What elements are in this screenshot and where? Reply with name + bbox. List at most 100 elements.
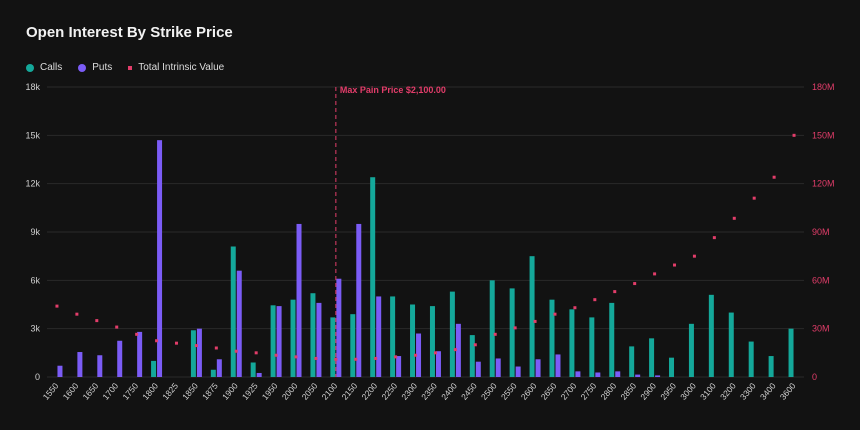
y-right-tick-label: 0 — [812, 372, 817, 382]
puts-bar — [655, 375, 661, 377]
calls-bar — [569, 309, 575, 377]
x-tick-label: 2000 — [280, 381, 300, 402]
puts-bar — [535, 359, 541, 377]
puts-bar — [435, 351, 441, 377]
intrinsic-point — [752, 196, 756, 200]
intrinsic-point — [55, 304, 59, 308]
y-left-tick-label: 9k — [30, 227, 40, 237]
puts-bar — [376, 296, 382, 377]
x-tick-label: 2700 — [559, 381, 579, 402]
x-tick-label: 2400 — [439, 381, 459, 402]
intrinsic-point — [573, 306, 577, 310]
intrinsic-point — [274, 353, 278, 357]
intrinsic-point — [214, 346, 218, 350]
x-tick-label: 2550 — [499, 381, 519, 402]
y-right-tick-label: 180M — [812, 82, 835, 92]
x-tick-label: 2600 — [519, 381, 539, 402]
puts-bar — [416, 333, 422, 377]
x-tick-label: 3400 — [758, 381, 778, 402]
puts-bar — [336, 278, 342, 377]
puts-bar — [296, 223, 302, 377]
puts-bar — [117, 340, 123, 377]
calls-bar — [190, 330, 196, 377]
legend-item-calls[interactable]: Calls — [26, 62, 62, 73]
y-right-tick-label: 150M — [812, 130, 835, 140]
intrinsic-point — [653, 272, 657, 276]
calls-bar — [350, 314, 356, 377]
calls-bar — [669, 357, 675, 377]
calls-bar — [788, 328, 794, 377]
legend: Calls Puts Total Intrinsic Value — [26, 62, 224, 73]
y-right-tick-label: 60M — [812, 275, 830, 285]
calls-bar — [728, 312, 734, 377]
intrinsic-point — [633, 282, 637, 286]
x-tick-label: 3000 — [678, 381, 698, 402]
intrinsic-point — [75, 312, 79, 316]
intrinsic-point — [414, 353, 418, 357]
y-left-tick-label: 15k — [25, 130, 40, 140]
calls-bar — [429, 306, 435, 377]
intrinsic-point — [95, 319, 99, 323]
intrinsic-point — [613, 290, 617, 294]
calls-bar — [589, 317, 595, 377]
puts-bar — [196, 328, 202, 377]
x-tick-label: 2950 — [658, 381, 678, 402]
legend-item-puts[interactable]: Puts — [78, 62, 112, 73]
x-tick-label: 3200 — [718, 381, 738, 402]
x-tick-label: 3600 — [778, 381, 798, 402]
x-tick-label: 2750 — [579, 381, 599, 402]
y-left-tick-label: 12k — [25, 179, 40, 189]
puts-bar — [356, 223, 362, 377]
puts-bar — [555, 354, 561, 377]
calls-bar — [549, 299, 555, 377]
puts-bar — [396, 356, 402, 377]
x-tick-label: 1825 — [160, 381, 180, 402]
intrinsic-point — [772, 175, 776, 179]
intrinsic-point — [374, 356, 378, 360]
intrinsic-point — [593, 298, 597, 302]
calls-bar — [250, 362, 256, 377]
x-tick-label: 2450 — [459, 381, 479, 402]
puts-bar — [236, 270, 242, 377]
puts-bar — [635, 374, 641, 377]
x-tick-label: 2300 — [399, 381, 419, 402]
intrinsic-point — [792, 133, 796, 137]
x-tick-label: 2350 — [419, 381, 439, 402]
legend-item-intrinsic[interactable]: Total Intrinsic Value — [128, 62, 224, 73]
intrinsic-point — [553, 312, 557, 316]
puts-bar — [137, 331, 143, 377]
calls-bar — [210, 369, 216, 377]
calls-bar — [529, 256, 535, 377]
y-left-tick-label: 6k — [30, 275, 40, 285]
y-left-tick-label: 3k — [30, 324, 40, 334]
x-tick-label: 1850 — [180, 381, 200, 402]
x-tick-label: 1925 — [240, 381, 260, 402]
intrinsic-point — [194, 344, 198, 348]
calls-bar — [410, 304, 416, 377]
x-tick-label: 2900 — [638, 381, 658, 402]
x-tick-label: 2650 — [539, 381, 559, 402]
intrinsic-point — [513, 326, 517, 330]
calls-bar — [748, 341, 754, 377]
intrinsic-point — [473, 343, 477, 347]
max-pain-label: Max Pain Price $2,100.00 — [340, 85, 446, 95]
legend-label-puts: Puts — [92, 62, 113, 73]
puts-bar — [575, 371, 581, 377]
puts-bar — [256, 372, 262, 377]
calls-bar — [629, 346, 635, 377]
x-tick-label: 2100 — [320, 381, 340, 402]
puts-bar — [77, 352, 83, 377]
intrinsic-point — [493, 332, 497, 336]
x-tick-label: 1750 — [120, 381, 140, 402]
legend-label-calls: Calls — [40, 62, 63, 73]
x-tick-label: 1700 — [100, 381, 120, 402]
puts-bar — [276, 306, 282, 377]
calls-bar — [370, 177, 376, 377]
calls-bar — [151, 360, 157, 377]
puts-bar — [216, 359, 222, 377]
calls-bar — [768, 356, 774, 377]
calls-bar — [609, 302, 615, 377]
intrinsic-point — [174, 341, 178, 345]
calls-bar — [310, 293, 316, 377]
